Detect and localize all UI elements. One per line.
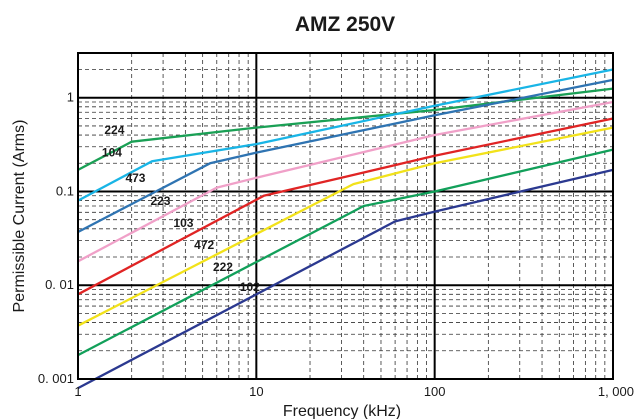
- series-label-222: 222: [213, 260, 233, 274]
- series-line-103: [77, 117, 614, 296]
- series-label-102: 102: [240, 280, 260, 294]
- tick-labels: 1 10 100 1, 000 0. 001 0. 01 0.1 1: [38, 90, 634, 399]
- x-tick-label: 100: [424, 384, 446, 399]
- plot-frame: [77, 52, 614, 380]
- x-axis-label: Frequency (kHz): [283, 403, 401, 419]
- y-axis-label: Permissible Current (Arms): [11, 120, 28, 313]
- series-label-103: 103: [173, 216, 193, 230]
- series-line-224: [77, 87, 614, 171]
- x-tick-label: 1: [74, 384, 81, 399]
- series-line-222: [77, 148, 614, 357]
- x-tick-label: 1, 000: [598, 384, 634, 399]
- chart-title: AMZ 250V: [295, 13, 395, 36]
- series-line-104: [77, 68, 614, 202]
- series-label-473: 473: [125, 171, 145, 185]
- y-tick-label: 0.1: [56, 183, 74, 198]
- series-line-223: [77, 100, 614, 263]
- x-tick-label: 10: [249, 384, 263, 399]
- series-label-223: 223: [150, 194, 170, 208]
- y-tick-label: 1: [67, 90, 74, 105]
- series-label-224: 224: [104, 123, 124, 137]
- series-line-472: [77, 126, 614, 327]
- series-line-102: [77, 168, 614, 390]
- series-label-104: 104: [102, 146, 122, 160]
- series-group: [77, 68, 614, 390]
- series-label-472: 472: [194, 238, 214, 252]
- series-line-473: [77, 78, 614, 234]
- y-tick-label: 0. 001: [38, 371, 74, 386]
- y-tick-label: 0. 01: [45, 277, 74, 292]
